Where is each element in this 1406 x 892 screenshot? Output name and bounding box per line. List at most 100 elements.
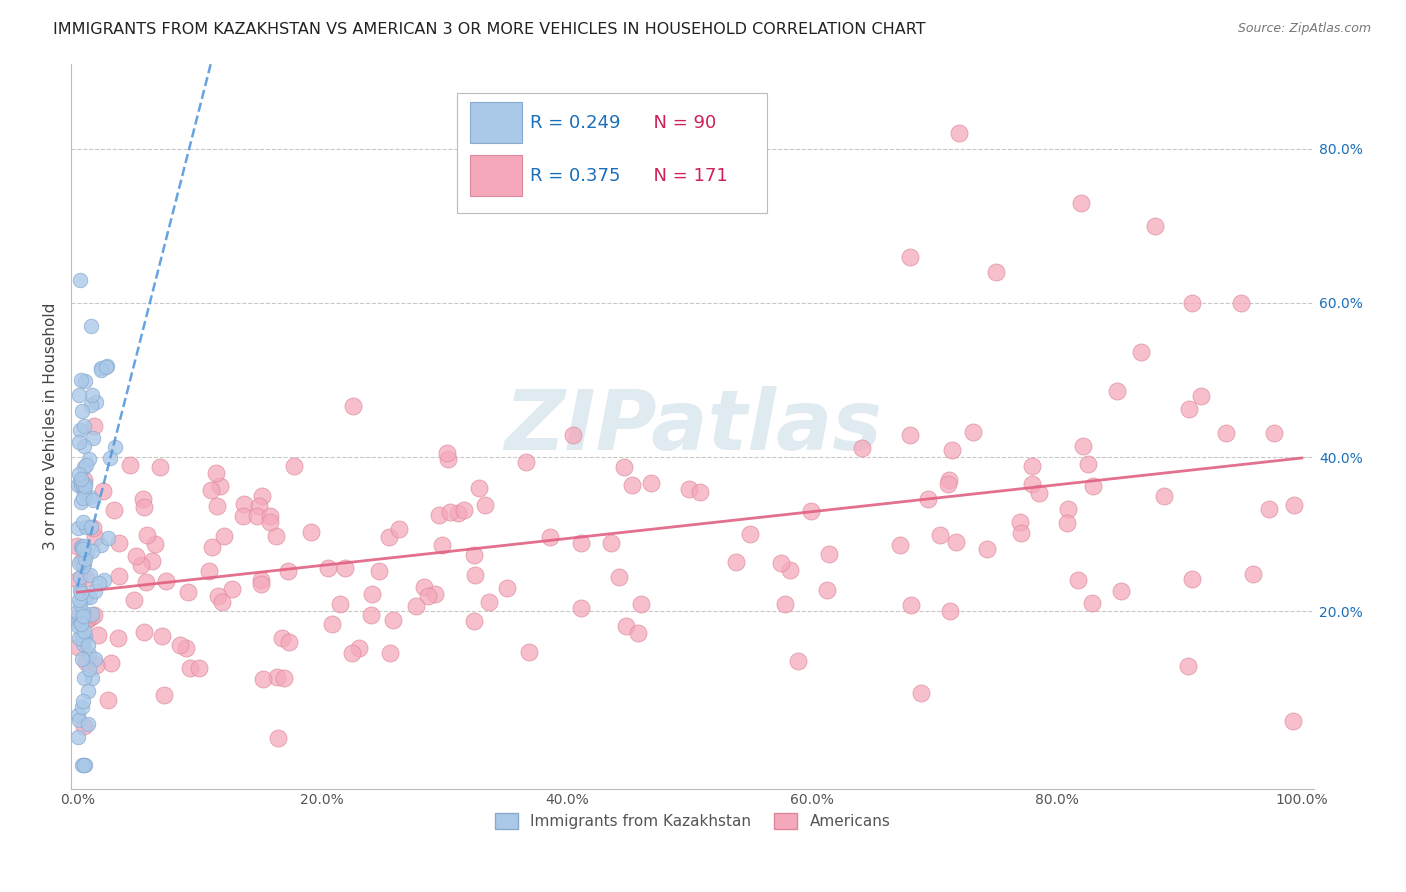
Point	[349, 640, 371, 655]
Point	[478, 595, 501, 609]
Point	[79, 590, 101, 604]
Point	[1178, 401, 1201, 416]
Point	[1129, 345, 1152, 359]
Point	[84, 394, 107, 409]
Point	[69, 583, 91, 598]
Point	[627, 626, 650, 640]
Point	[79, 490, 101, 504]
Point	[898, 250, 921, 264]
Point	[1181, 296, 1204, 310]
Point	[329, 597, 352, 611]
Point	[82, 493, 104, 508]
Point	[259, 515, 281, 529]
Point	[67, 708, 90, 723]
Point	[79, 568, 101, 582]
Point	[889, 538, 911, 552]
Point	[70, 373, 93, 387]
Point	[562, 427, 585, 442]
Point	[77, 451, 100, 466]
Point	[97, 531, 120, 545]
Point	[72, 491, 94, 505]
Point	[1181, 572, 1204, 586]
Point	[264, 529, 287, 543]
Point	[340, 646, 363, 660]
Point	[413, 580, 436, 594]
Point	[252, 672, 274, 686]
Point	[75, 458, 97, 473]
Point	[149, 459, 172, 474]
Point	[1282, 498, 1305, 512]
Point	[69, 475, 91, 490]
Point	[70, 652, 93, 666]
Point	[70, 699, 93, 714]
Point	[200, 483, 222, 497]
Point	[90, 361, 112, 376]
Point	[90, 538, 112, 552]
Point	[1282, 714, 1305, 728]
Point	[80, 607, 103, 621]
Point	[169, 639, 191, 653]
Point	[569, 601, 592, 615]
Point	[267, 731, 290, 745]
Point	[815, 583, 838, 598]
Point	[1077, 457, 1099, 471]
Point	[134, 624, 156, 639]
Point	[569, 536, 592, 550]
Point	[67, 434, 90, 449]
Point	[100, 656, 122, 670]
Point	[342, 399, 364, 413]
Point	[77, 648, 100, 662]
Point	[73, 459, 96, 474]
Point	[439, 505, 461, 519]
Point	[97, 693, 120, 707]
Point	[938, 473, 960, 487]
Text: IMMIGRANTS FROM KAZAKHSTAN VS AMERICAN 3 OR MORE VEHICLES IN HOUSEHOLD CORRELATI: IMMIGRANTS FROM KAZAKHSTAN VS AMERICAN 3…	[53, 22, 927, 37]
Point	[174, 640, 197, 655]
Point	[446, 506, 468, 520]
Point	[125, 549, 148, 564]
Point	[72, 478, 94, 492]
Text: N = 171: N = 171	[641, 168, 727, 186]
Point	[98, 451, 121, 466]
Point	[73, 558, 96, 572]
Point	[73, 671, 96, 685]
Point	[250, 574, 273, 588]
Point	[212, 529, 235, 543]
Point	[70, 554, 93, 568]
Point	[73, 479, 96, 493]
Point	[1010, 515, 1032, 529]
Point	[423, 587, 446, 601]
Point	[83, 418, 105, 433]
Point	[70, 758, 93, 772]
Point	[67, 640, 90, 655]
Point	[70, 628, 93, 642]
Point	[689, 485, 711, 500]
Point	[73, 552, 96, 566]
Point	[299, 524, 322, 539]
Point	[72, 542, 94, 557]
Point	[917, 491, 939, 506]
Point	[1021, 459, 1043, 474]
Point	[67, 730, 90, 744]
Point	[515, 455, 537, 469]
Point	[898, 427, 921, 442]
Point	[69, 540, 91, 554]
Point	[316, 561, 339, 575]
Point	[800, 503, 823, 517]
Point	[153, 688, 176, 702]
Point	[775, 597, 797, 611]
Point	[277, 565, 299, 579]
Point	[82, 431, 104, 445]
Point	[80, 543, 103, 558]
Point	[259, 508, 281, 523]
Point	[66, 539, 89, 553]
Point	[82, 521, 104, 535]
Point	[87, 576, 110, 591]
Point	[630, 597, 652, 611]
Point	[82, 671, 104, 685]
Point	[787, 654, 810, 668]
Point	[77, 639, 100, 653]
Point	[76, 612, 98, 626]
Point	[211, 595, 233, 609]
Point	[936, 476, 959, 491]
